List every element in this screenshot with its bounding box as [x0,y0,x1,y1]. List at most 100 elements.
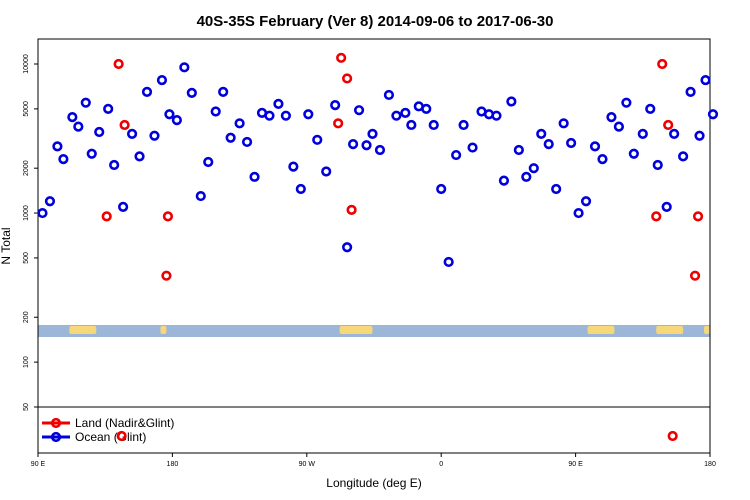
ocean-point [367,128,378,139]
ocean-point [312,134,323,145]
ocean-point [436,183,447,195]
ocean-point [566,137,577,149]
land-point [333,118,344,129]
land-patch [339,326,373,334]
ocean-point [694,130,705,141]
ocean-point [164,109,175,120]
ocean-point [458,119,469,131]
ocean-point [103,103,114,114]
land-patch [704,326,710,334]
ocean-point [685,86,696,97]
ocean-point [288,161,299,172]
land-point [162,211,174,222]
ocean-point [241,136,253,148]
data-points [37,52,719,281]
legend-ocean-label: Ocean (Glint) [75,430,146,444]
x-tick-label: 90 E [31,461,46,468]
x-axis: 90 E 180 90 W 0 90 E 180 [31,453,716,468]
ocean-point [678,151,689,162]
ocean-point [86,148,97,159]
ocean-point [109,159,120,171]
ocean-point [451,149,462,161]
ocean-point [126,128,138,139]
ocean-point [628,148,639,159]
ocean-point [44,196,56,207]
ocean-point [295,183,306,195]
land-point [346,204,357,216]
y-tick-label: 50 [23,403,30,411]
x-tick-label: 90 E [568,461,583,468]
ocean-point [234,118,245,129]
ocean-point [498,175,510,186]
land-point [689,270,701,281]
land-point [651,211,662,222]
ocean-point [67,112,78,123]
y-tick-label: 500 [23,252,30,264]
ocean-point [52,141,63,152]
ocean-point [179,62,190,73]
ocean-point [249,171,260,182]
ocean-point [218,86,229,97]
y-tick-label: 200 [23,311,30,323]
x-tick-label: 0 [439,461,443,468]
land-point [342,73,353,84]
ocean-point [428,119,439,131]
ocean-point [491,110,502,121]
ocean-point [443,256,454,268]
ocean-point [37,207,48,219]
ocean-point [118,201,129,212]
land-patch [160,326,167,334]
ocean-point [353,105,365,116]
ocean-point [225,132,236,143]
ocean-point [543,139,554,150]
land-point-below-range [116,430,127,442]
ocean-point [195,190,206,202]
land-patch [69,326,97,334]
ocean-point [669,128,680,139]
ocean-point [264,110,275,121]
ocean-point [330,100,341,111]
x-tick-label: 180 [167,461,179,468]
ocean-point [186,87,197,98]
land-patch [587,326,615,334]
x-axis-label: Longitude (deg E) [326,476,421,490]
ocean-point [156,74,168,86]
ocean-point [700,74,711,86]
ocean-point [652,159,663,171]
land-patch [656,326,684,334]
y-tick-label: 1000 [23,205,30,221]
ocean-point [94,126,105,138]
land-point [113,58,124,70]
y-axis: 50 100 200 500 1000 2000 5000 10000 [23,54,38,411]
ocean-point [400,107,411,118]
ocean-point [573,207,584,219]
chart-title: 40S-35S February (Ver 8) 2014-09-06 to 2… [197,13,554,30]
ocean-point [467,142,478,153]
ocean-band [38,325,710,337]
ocean-point [342,242,353,253]
y-axis-label: N Total [0,227,13,264]
ocean-point [210,106,221,117]
ocean-point [280,110,291,121]
ocean-point [513,144,524,156]
ocean-point [580,196,592,207]
ocean-point [149,130,160,141]
ocean-point [171,115,182,126]
land-point [119,119,130,131]
ocean-point [347,139,359,150]
ocean-point [73,121,84,132]
ocean-point [558,118,569,129]
land-point [101,211,112,222]
ocean-point [661,201,672,212]
ocean-point [551,183,562,195]
ocean-point [134,151,145,162]
ocean-point [303,109,314,120]
ocean-point [321,166,332,177]
x-tick-label: 180 [704,461,716,468]
legend-ocean-marker [50,431,62,443]
legend: Land (Nadir&Glint) Ocean (Glint) [42,416,174,444]
land-point [663,119,674,131]
land-point [692,211,704,222]
legend-land-label: Land (Nadir&Glint) [75,416,174,430]
